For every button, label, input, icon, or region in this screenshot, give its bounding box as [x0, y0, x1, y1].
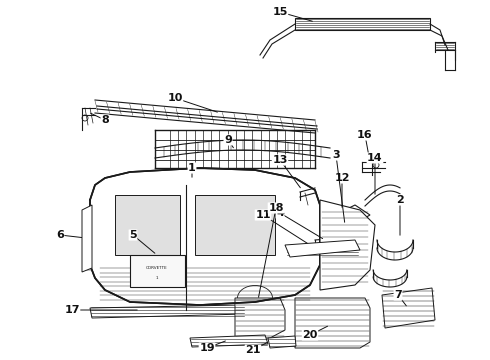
Text: 7: 7: [394, 290, 402, 300]
Text: 1: 1: [156, 276, 158, 280]
Polygon shape: [295, 298, 370, 348]
Text: 3: 3: [332, 150, 340, 160]
Text: 5: 5: [129, 230, 137, 240]
Text: 16: 16: [357, 130, 373, 140]
Polygon shape: [268, 336, 296, 348]
Text: 8: 8: [101, 115, 109, 125]
Polygon shape: [82, 205, 92, 272]
FancyBboxPatch shape: [295, 18, 430, 30]
Polygon shape: [90, 168, 320, 305]
Polygon shape: [285, 240, 360, 257]
Text: 20: 20: [302, 330, 318, 340]
Polygon shape: [235, 298, 285, 338]
Bar: [195, 195, 275, 255]
Text: 15: 15: [272, 7, 288, 17]
Polygon shape: [382, 288, 435, 328]
Text: 1: 1: [188, 163, 196, 173]
Polygon shape: [190, 335, 268, 347]
Text: 17: 17: [64, 305, 80, 315]
Text: 12: 12: [334, 173, 350, 183]
Circle shape: [373, 162, 379, 168]
Text: 4: 4: [276, 208, 284, 218]
Bar: [115, 195, 180, 255]
Text: 14: 14: [367, 153, 383, 163]
Text: 11: 11: [255, 210, 271, 220]
Text: 10: 10: [167, 93, 183, 103]
Polygon shape: [90, 305, 245, 318]
Text: 9: 9: [224, 135, 232, 145]
Text: 6: 6: [56, 230, 64, 240]
Text: 21: 21: [245, 345, 261, 355]
Text: 13: 13: [272, 155, 288, 165]
Text: 18: 18: [268, 203, 284, 213]
Bar: [130, 255, 185, 287]
Text: 2: 2: [396, 195, 404, 205]
Polygon shape: [320, 200, 375, 290]
Text: 19: 19: [199, 343, 215, 353]
Text: CORVETTE: CORVETTE: [146, 266, 168, 270]
Polygon shape: [325, 205, 370, 232]
Circle shape: [82, 115, 88, 121]
